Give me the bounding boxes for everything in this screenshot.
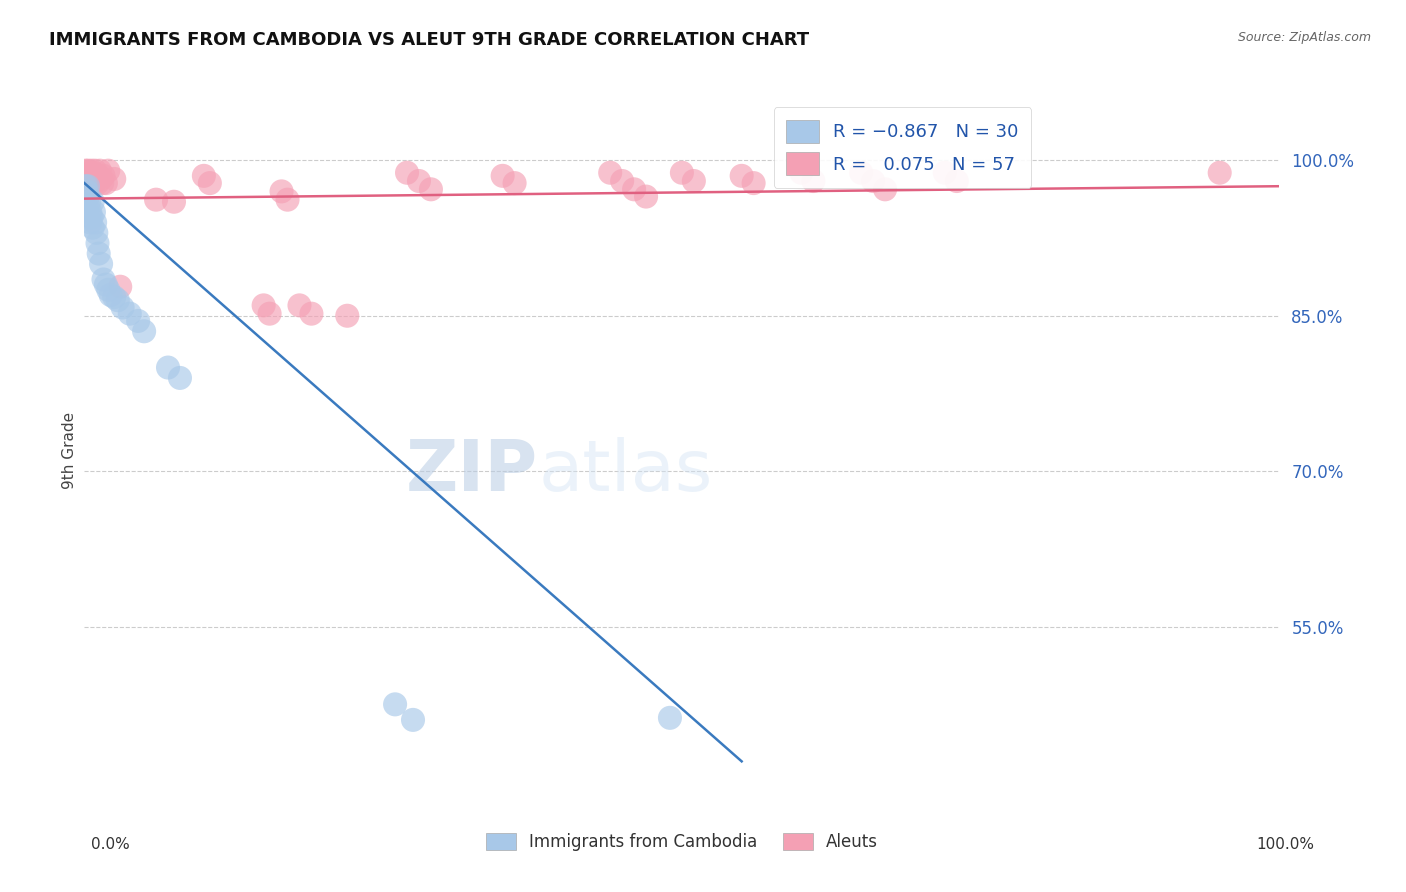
Point (193, 169, 215, 183)
Point (671, 166, 693, 180)
Point (80, 163, 103, 178)
Point (90, 172, 112, 186)
Point (742, 176, 765, 190)
Text: atlas: atlas (538, 437, 713, 506)
Point (503, 176, 526, 190)
Point (76, 185, 98, 199)
Point (145, 193, 167, 207)
Text: IMMIGRANTS FROM CAMBODIA VS ALEUT 9TH GRADE CORRELATION CHART: IMMIGRANTS FROM CAMBODIA VS ALEUT 9TH GR… (49, 31, 810, 49)
Point (82, 166, 104, 180)
Point (599, 166, 621, 180)
Point (103, 290, 125, 304)
Point (84, 163, 107, 178)
Y-axis label: 9th Grade: 9th Grade (62, 412, 77, 489)
Point (731, 169, 754, 183)
Point (636, 189, 658, 203)
Point (87, 246, 110, 260)
Point (127, 314, 149, 328)
Point (79, 205, 101, 219)
Point (91, 176, 114, 190)
Point (790, 166, 813, 180)
Point (77, 166, 100, 180)
Point (862, 174, 884, 188)
Point (253, 298, 276, 312)
Point (623, 182, 645, 196)
Point (683, 174, 706, 188)
Legend: Immigrants from Cambodia, Aleuts: Immigrants from Cambodia, Aleuts (479, 826, 884, 858)
Point (110, 279, 132, 293)
Point (288, 298, 311, 312)
Point (612, 174, 634, 188)
Point (301, 307, 323, 321)
Point (107, 293, 129, 308)
Point (94, 176, 117, 190)
Point (86, 172, 108, 186)
Point (100, 288, 122, 302)
Point (84, 215, 107, 229)
Point (270, 185, 292, 199)
Point (93, 272, 115, 286)
Point (77, 174, 100, 188)
Point (118, 307, 141, 321)
Point (77, 189, 100, 203)
Point (80, 172, 103, 186)
Point (83, 169, 105, 183)
Point (198, 176, 221, 190)
Point (157, 360, 180, 375)
Point (89, 163, 111, 178)
Point (659, 711, 682, 725)
Point (934, 166, 956, 180)
Point (103, 172, 125, 186)
Point (492, 169, 515, 183)
Point (75, 179, 97, 194)
Point (336, 309, 359, 323)
Point (75, 163, 97, 178)
Point (83, 176, 105, 190)
Point (79, 169, 101, 183)
Point (93, 169, 115, 183)
Point (132, 324, 156, 338)
Text: 0.0%: 0.0% (91, 837, 131, 852)
Point (77, 194, 100, 209)
Text: ZIP: ZIP (406, 437, 538, 506)
Point (803, 174, 825, 188)
Point (1209, 166, 1232, 180)
Point (76, 169, 98, 183)
Point (402, 713, 425, 727)
Point (396, 166, 419, 180)
Point (408, 174, 430, 188)
Point (77, 163, 100, 178)
Point (259, 307, 281, 321)
Point (82, 174, 104, 188)
Point (77, 172, 100, 186)
Text: Source: ZipAtlas.com: Source: ZipAtlas.com (1237, 31, 1371, 45)
Text: 100.0%: 100.0% (1257, 837, 1315, 852)
Point (169, 371, 191, 385)
Point (111, 301, 134, 315)
Point (82, 220, 104, 235)
Point (946, 174, 969, 188)
Point (80, 211, 103, 225)
Point (420, 182, 443, 196)
Point (87, 169, 110, 183)
Point (76, 176, 98, 190)
Point (851, 166, 873, 180)
Point (77, 179, 100, 194)
Point (83, 205, 105, 219)
Point (97, 163, 120, 178)
Point (90, 257, 112, 271)
Point (97, 283, 120, 297)
Point (875, 182, 897, 196)
Point (79, 215, 101, 229)
Point (79, 176, 101, 190)
Point (82, 194, 104, 209)
Point (86, 236, 108, 251)
Point (86, 226, 108, 240)
Point (277, 193, 299, 207)
Point (94, 277, 117, 292)
Point (86, 176, 108, 190)
Point (384, 698, 406, 712)
Point (163, 194, 186, 209)
